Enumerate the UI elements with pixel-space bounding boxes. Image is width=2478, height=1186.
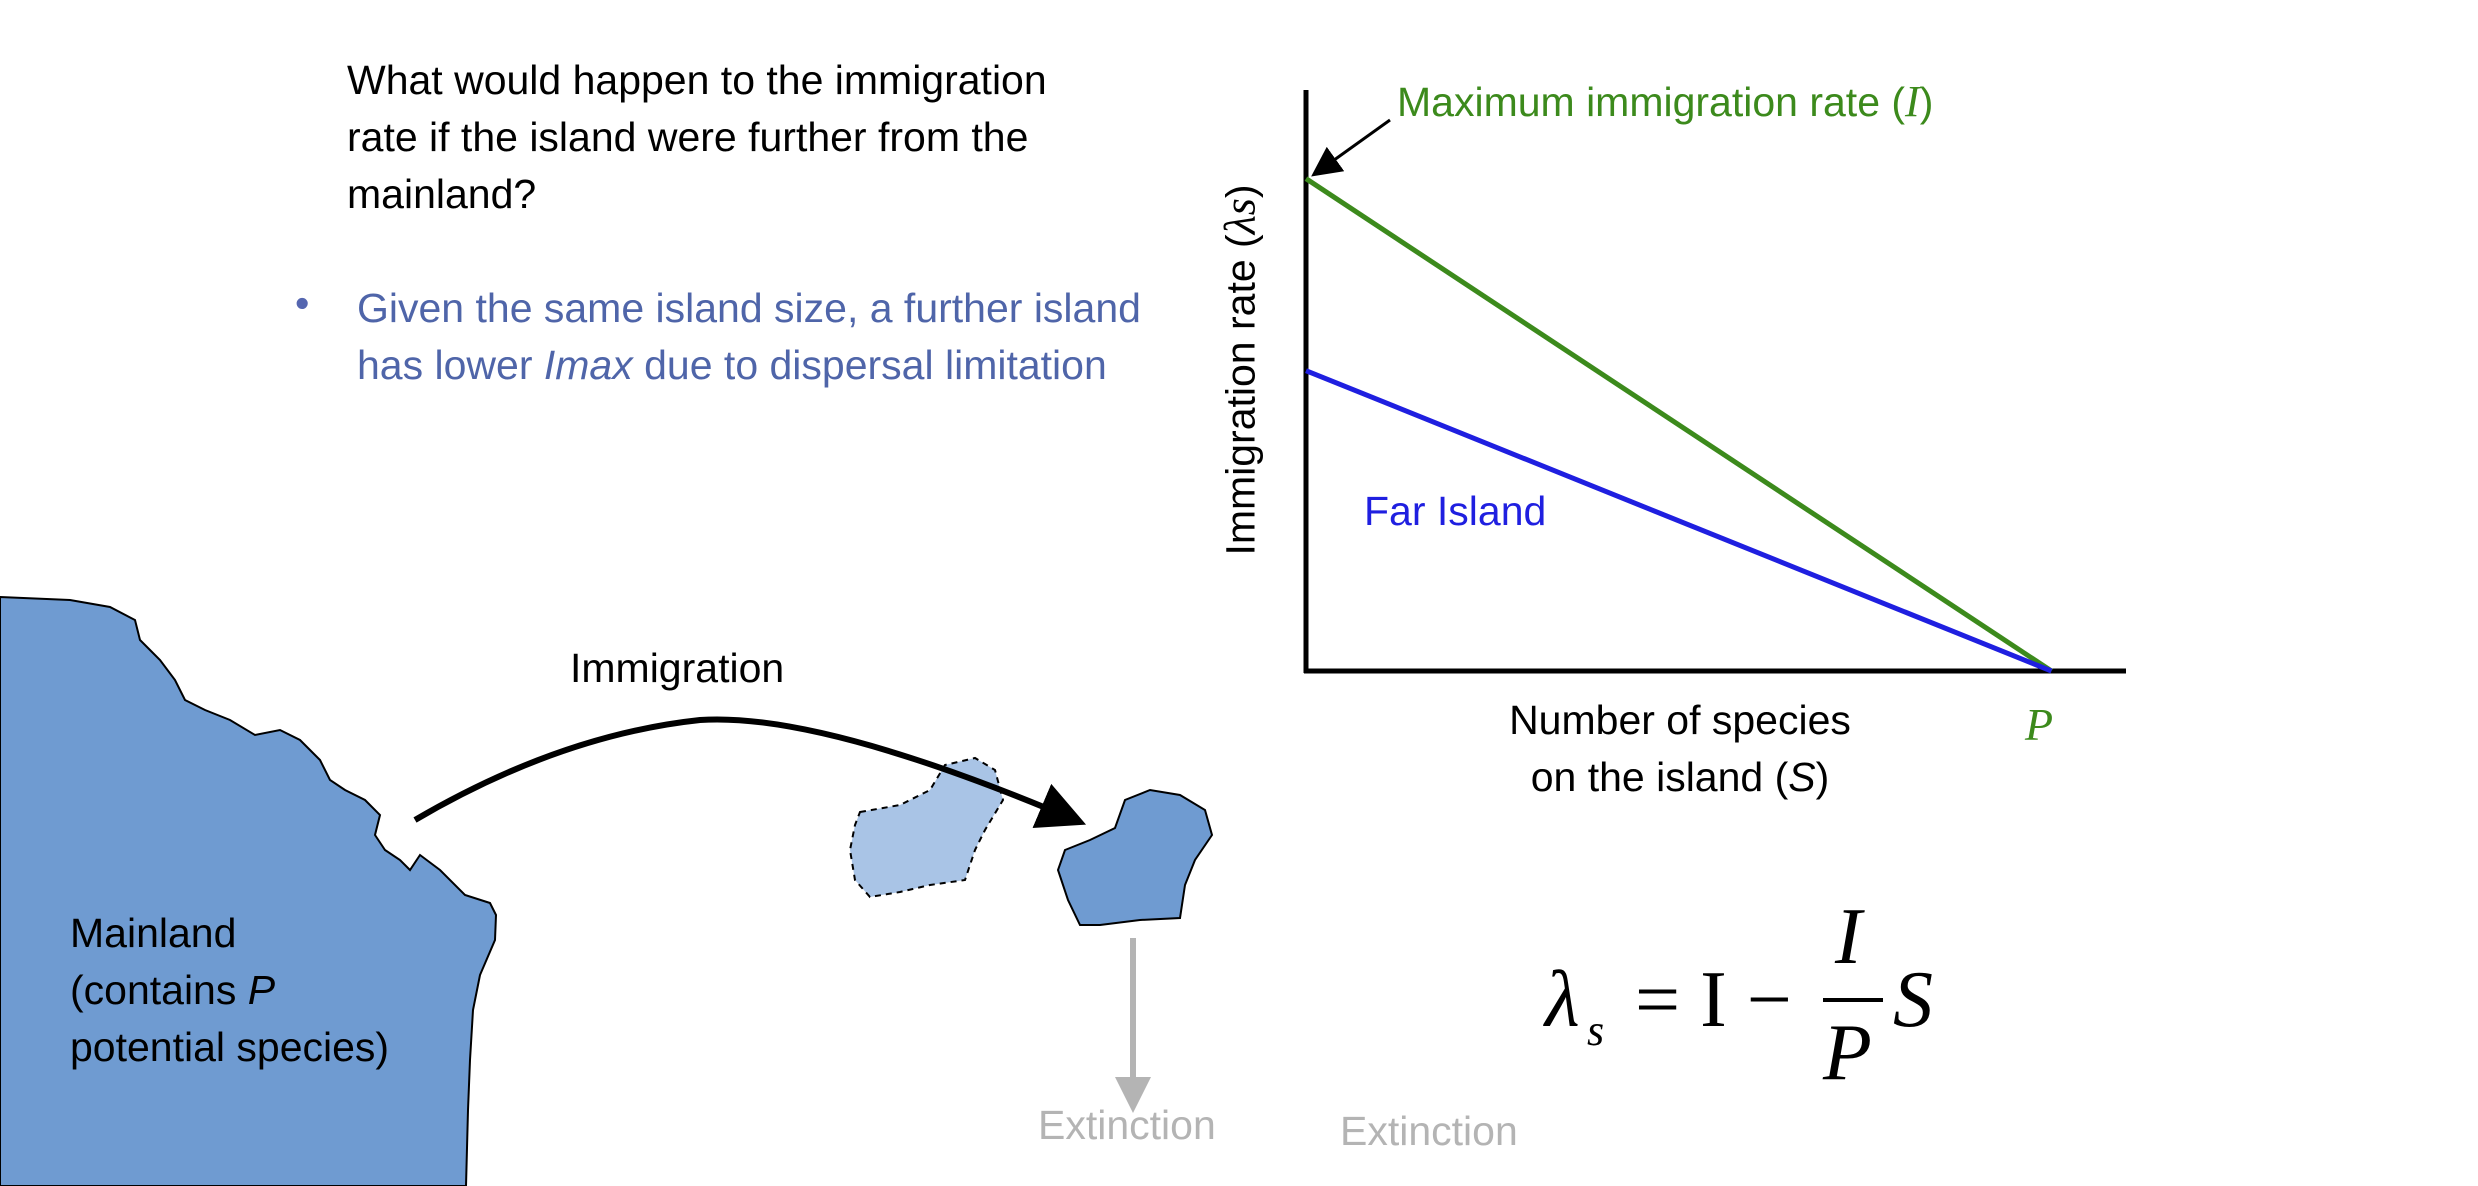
extinction-label-1: Extinction — [1038, 1102, 1216, 1148]
mainland-line-3: potential species) — [70, 1024, 390, 1070]
max-label-suffix: ) — [1919, 79, 1934, 125]
question-line-3: mainland? — [347, 171, 537, 217]
eq-lambda: λ — [1545, 956, 1580, 1044]
xlabel-line-2b: S — [1788, 754, 1816, 800]
ylabel-prefix: Immigration rate ( — [1217, 234, 1264, 556]
mainland-line-2b: P — [247, 967, 276, 1013]
eq-numerator: I — [1835, 893, 1862, 981]
y-axis-label: Immigration rate (λs) — [1215, 184, 1266, 555]
far-island-line — [1305, 368, 2053, 674]
bullet-marker: • — [295, 280, 310, 326]
far-island-label: Far Island — [1364, 488, 1547, 534]
eq-denominator: P — [1823, 1009, 1872, 1097]
eq-subscript: s — [1587, 1006, 1605, 1055]
eq-fraction-bar — [1823, 998, 1883, 1002]
mainland-label: Mainland (contains P potential species) — [70, 905, 490, 1076]
eq-equals-i-minus: = I − — [1635, 956, 1792, 1044]
xlabel-line-2: on the island (S) — [1430, 749, 1930, 806]
ylabel-symbol: λs — [1215, 198, 1265, 235]
mainland-line-1: Mainland — [70, 910, 237, 956]
immigration-arrow — [413, 716, 1087, 829]
mainland-line-2a: (contains — [70, 967, 248, 1013]
island-shape — [1056, 788, 1214, 926]
question-text: What would happen to the immigration rat… — [347, 52, 1207, 223]
max-immigration-label: Maximum immigration rate (I) — [1397, 76, 1933, 127]
xlabel-line-1: Number of species — [1509, 697, 1851, 743]
answer-part-1: Given the same island size, a further is… — [357, 285, 1141, 388]
max-label-prefix: Maximum immigration rate ( — [1397, 79, 1906, 125]
x-tick-label-p: P — [2025, 699, 2054, 750]
immigration-label: Immigration — [570, 645, 785, 691]
ghost-island-shape — [848, 756, 1005, 899]
extinction-label-2: Extinction — [1340, 1108, 1518, 1154]
mainland-shape — [0, 595, 498, 1186]
eq-s: S — [1893, 956, 1933, 1044]
xlabel-line-2c: ) — [1815, 754, 1830, 800]
max-label-symbol: I — [1905, 77, 1920, 126]
answer-text: Given the same island size, a further is… — [357, 280, 1187, 394]
question-line-2: rate if the island were further from the — [347, 114, 1029, 160]
question-line-1: What would happen to the immigration — [347, 57, 1047, 103]
answer-part-2: due to dispersal limitation — [632, 342, 1107, 388]
max-immigration-line — [1304, 176, 2053, 674]
x-axis-label: Number of species on the island (S) — [1430, 692, 1930, 806]
ylabel-suffix: ) — [1217, 184, 1264, 199]
xlabel-line-2a: on the island ( — [1530, 754, 1789, 800]
max-annotation-arrow — [1311, 118, 1391, 177]
mainland-line-2: (contains P — [70, 962, 490, 1019]
answer-emphasis: Imax — [543, 342, 633, 388]
